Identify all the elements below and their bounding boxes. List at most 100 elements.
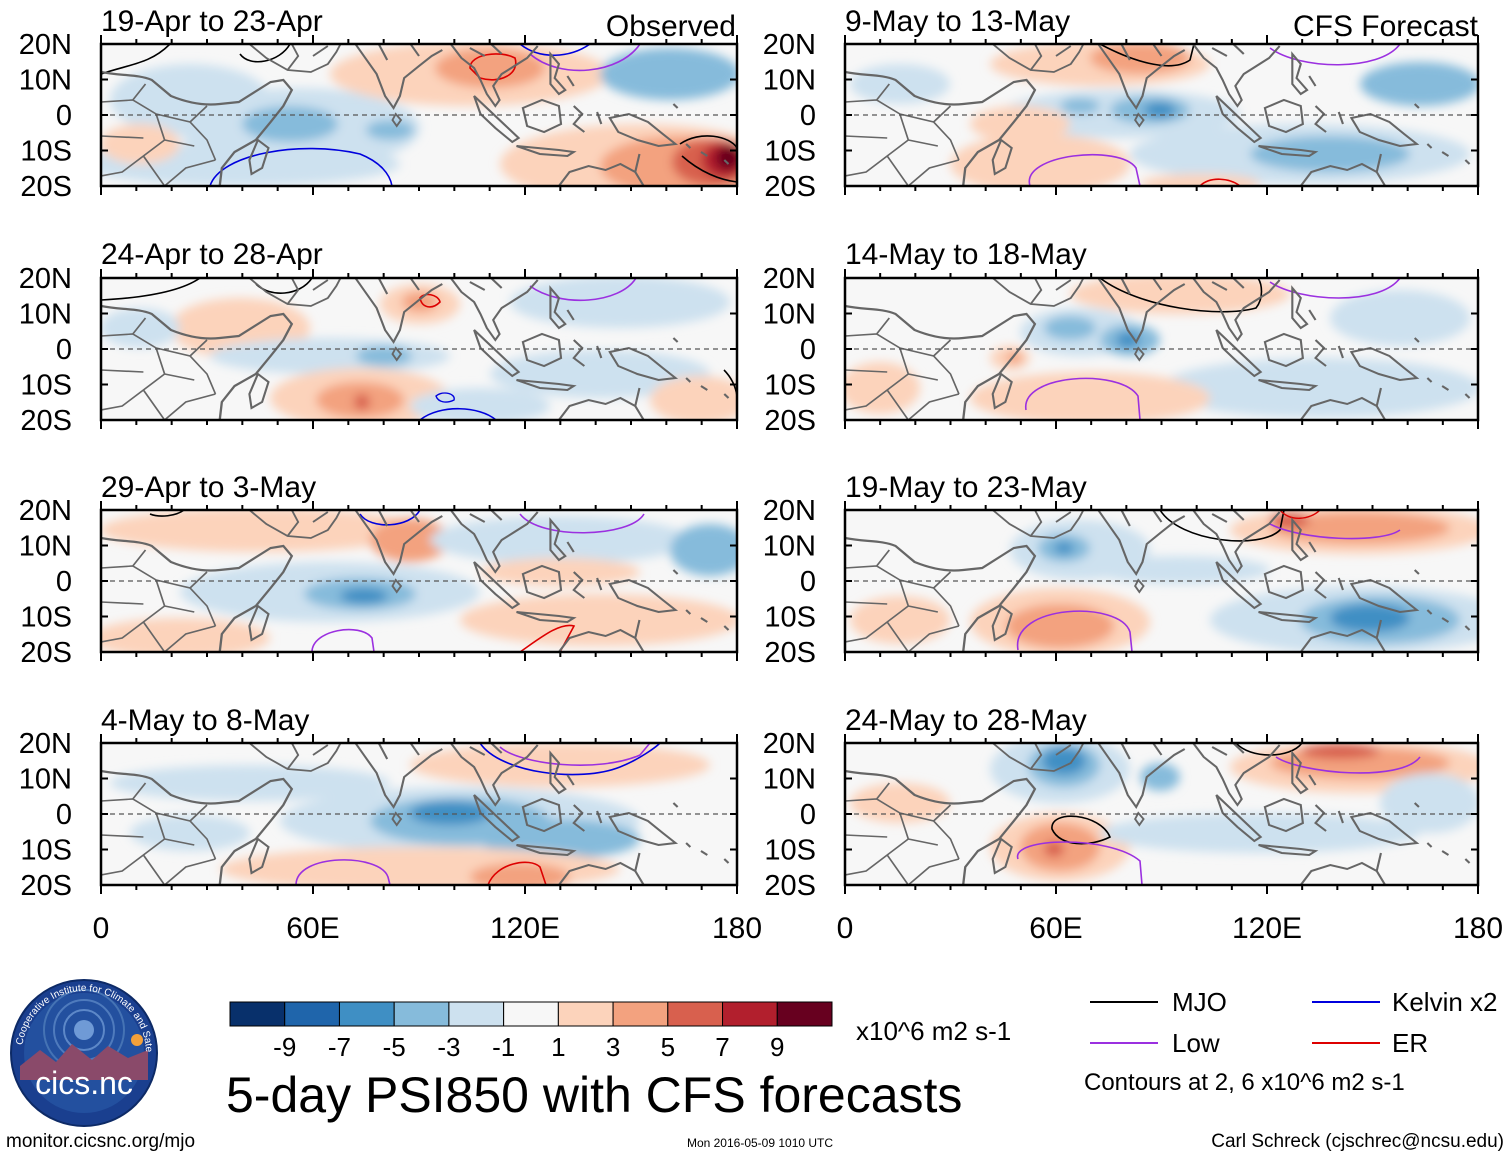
- lat-tick-label: 10S: [764, 136, 816, 168]
- main-title: 5-day PSI850 with CFS forecasts: [226, 1067, 962, 1123]
- colorbar-swatch: [229, 1001, 286, 1027]
- panel-title: 29-Apr to 3-May: [101, 471, 316, 504]
- colorbar-label: -9: [273, 1032, 296, 1062]
- colorbar-swatch: [667, 1001, 724, 1027]
- lat-tick-label: 20N: [19, 29, 72, 61]
- lat-tick-label: 20N: [763, 728, 816, 760]
- contour-legend: MJO Kelvin x2 Low ER Contours at 2, 6 x1…: [1084, 987, 1498, 1096]
- footer-timestamp: Mon 2016-05-09 1010 UTC: [687, 1136, 833, 1150]
- lon-tick-label: 0: [93, 912, 110, 945]
- lon-tick-label: 180: [712, 912, 762, 945]
- lon-tick-label: 0: [837, 912, 854, 945]
- map-panel: [99, 508, 739, 654]
- map-panel: [99, 741, 739, 887]
- lat-tick-label: 20S: [764, 637, 816, 669]
- colorbar-label: -1: [492, 1032, 515, 1062]
- panel-title: 14-May to 18-May: [845, 238, 1087, 271]
- colorbar-label: 9: [770, 1032, 784, 1062]
- lat-tick-label: 20N: [19, 495, 72, 527]
- map-panel: [843, 741, 1480, 887]
- panel-title: 19-Apr to 23-Apr: [101, 5, 323, 38]
- colorbar: -9 -7 -5 -3 -1 1 3 5 7 9: [229, 1001, 833, 1062]
- lon-tick-label: 120E: [490, 912, 560, 945]
- lat-tick-label: 10S: [764, 835, 816, 867]
- lat-tick-label: 20N: [763, 263, 816, 295]
- lat-tick-label: 10N: [19, 299, 72, 331]
- lat-tick-label: 20N: [19, 263, 72, 295]
- colorbar-swatch: [503, 1001, 559, 1027]
- observed-label: Observed: [606, 10, 736, 43]
- colorbar-label: 5: [661, 1032, 675, 1062]
- legend-label-kelvin: Kelvin x2: [1392, 987, 1498, 1017]
- map-panel: [99, 276, 739, 422]
- colorbar-swatch: [448, 1001, 505, 1027]
- lon-tick-label: 60E: [286, 912, 339, 945]
- colorbar-label: -7: [328, 1032, 351, 1062]
- logo-name: cics.nc: [35, 1065, 133, 1101]
- colorbar-swatch: [722, 1001, 778, 1027]
- colorbar-swatch: [612, 1001, 669, 1027]
- legend-label-mjo: MJO: [1172, 987, 1227, 1017]
- colorbar-swatch: [338, 1001, 395, 1027]
- lat-tick-label: 10S: [764, 370, 816, 402]
- lat-tick-label: 20S: [20, 405, 72, 437]
- lat-tick-label: 0: [800, 100, 816, 132]
- lon-tick-label: 120E: [1232, 912, 1302, 945]
- colorbar-label: -3: [437, 1032, 460, 1062]
- lat-tick-label: 20S: [20, 637, 72, 669]
- lat-tick-label: 10S: [20, 370, 72, 402]
- colorbar-label: 3: [606, 1032, 620, 1062]
- footer-author: Carl Schreck (cjschrec@ncsu.edu): [1211, 1131, 1504, 1152]
- map-panel: [843, 42, 1480, 188]
- lat-tick-label: 20S: [20, 171, 72, 203]
- lat-tick-label: 10S: [20, 602, 72, 634]
- lat-tick-label: 10N: [19, 65, 72, 97]
- lat-tick-label: 20S: [20, 870, 72, 902]
- lat-tick-label: 20N: [763, 495, 816, 527]
- colorbar-label: 7: [715, 1032, 729, 1062]
- lat-tick-label: 10N: [763, 299, 816, 331]
- legend-label-er: ER: [1392, 1028, 1428, 1058]
- lat-tick-label: 10S: [20, 136, 72, 168]
- lat-tick-label: 0: [800, 799, 816, 831]
- lat-tick-label: 0: [56, 799, 72, 831]
- lat-tick-label: 10S: [764, 602, 816, 634]
- panel-title: 9-May to 13-May: [845, 5, 1070, 38]
- panel-title: 4-May to 8-May: [101, 704, 309, 737]
- lat-tick-label: 10N: [763, 531, 816, 563]
- lon-tick-label: 60E: [1029, 912, 1082, 945]
- colorbar-label: -5: [383, 1032, 406, 1062]
- lat-tick-label: 0: [800, 334, 816, 366]
- lat-tick-label: 10N: [763, 65, 816, 97]
- lat-tick-label: 20S: [764, 870, 816, 902]
- panel-title: 19-May to 23-May: [845, 471, 1087, 504]
- lat-tick-label: 10S: [20, 835, 72, 867]
- lat-tick-label: 0: [56, 334, 72, 366]
- contour-note: Contours at 2, 6 x10^6 m2 s-1: [1084, 1069, 1405, 1096]
- latitude-axis-labels: 20N10N010S20S20N10N010S20S20N10N010S20S2…: [19, 29, 1479, 902]
- footer-url: monitor.cicsnc.org/mjo: [6, 1131, 195, 1152]
- lat-tick-label: 10N: [763, 764, 816, 796]
- lat-tick-label: 0: [800, 566, 816, 598]
- colorbar-swatch: [776, 1001, 833, 1027]
- longitude-axis-labels: 0 60E 120E 180 0 60E 120E 180: [93, 912, 1503, 945]
- map-panel: [99, 42, 739, 188]
- map-panel: [843, 508, 1480, 654]
- colorbar-swatch: [284, 1001, 340, 1027]
- lon-tick-label: 180: [1453, 912, 1503, 945]
- lat-tick-label: 10N: [19, 531, 72, 563]
- lat-tick-label: 0: [56, 566, 72, 598]
- lat-tick-label: 20S: [764, 405, 816, 437]
- colorbar-swatch: [393, 1001, 450, 1027]
- colorbar-swatch: [557, 1001, 614, 1027]
- lat-tick-label: 10N: [19, 764, 72, 796]
- panel-title: 24-May to 28-May: [845, 704, 1087, 737]
- lat-tick-label: 20N: [763, 29, 816, 61]
- colorbar-units: x10^6 m2 s-1: [856, 1016, 1011, 1046]
- lat-tick-label: 20S: [764, 171, 816, 203]
- lat-tick-label: 20N: [19, 728, 72, 760]
- lat-tick-label: 0: [56, 100, 72, 132]
- colorbar-label: 1: [551, 1032, 565, 1062]
- map-panel: [843, 276, 1480, 422]
